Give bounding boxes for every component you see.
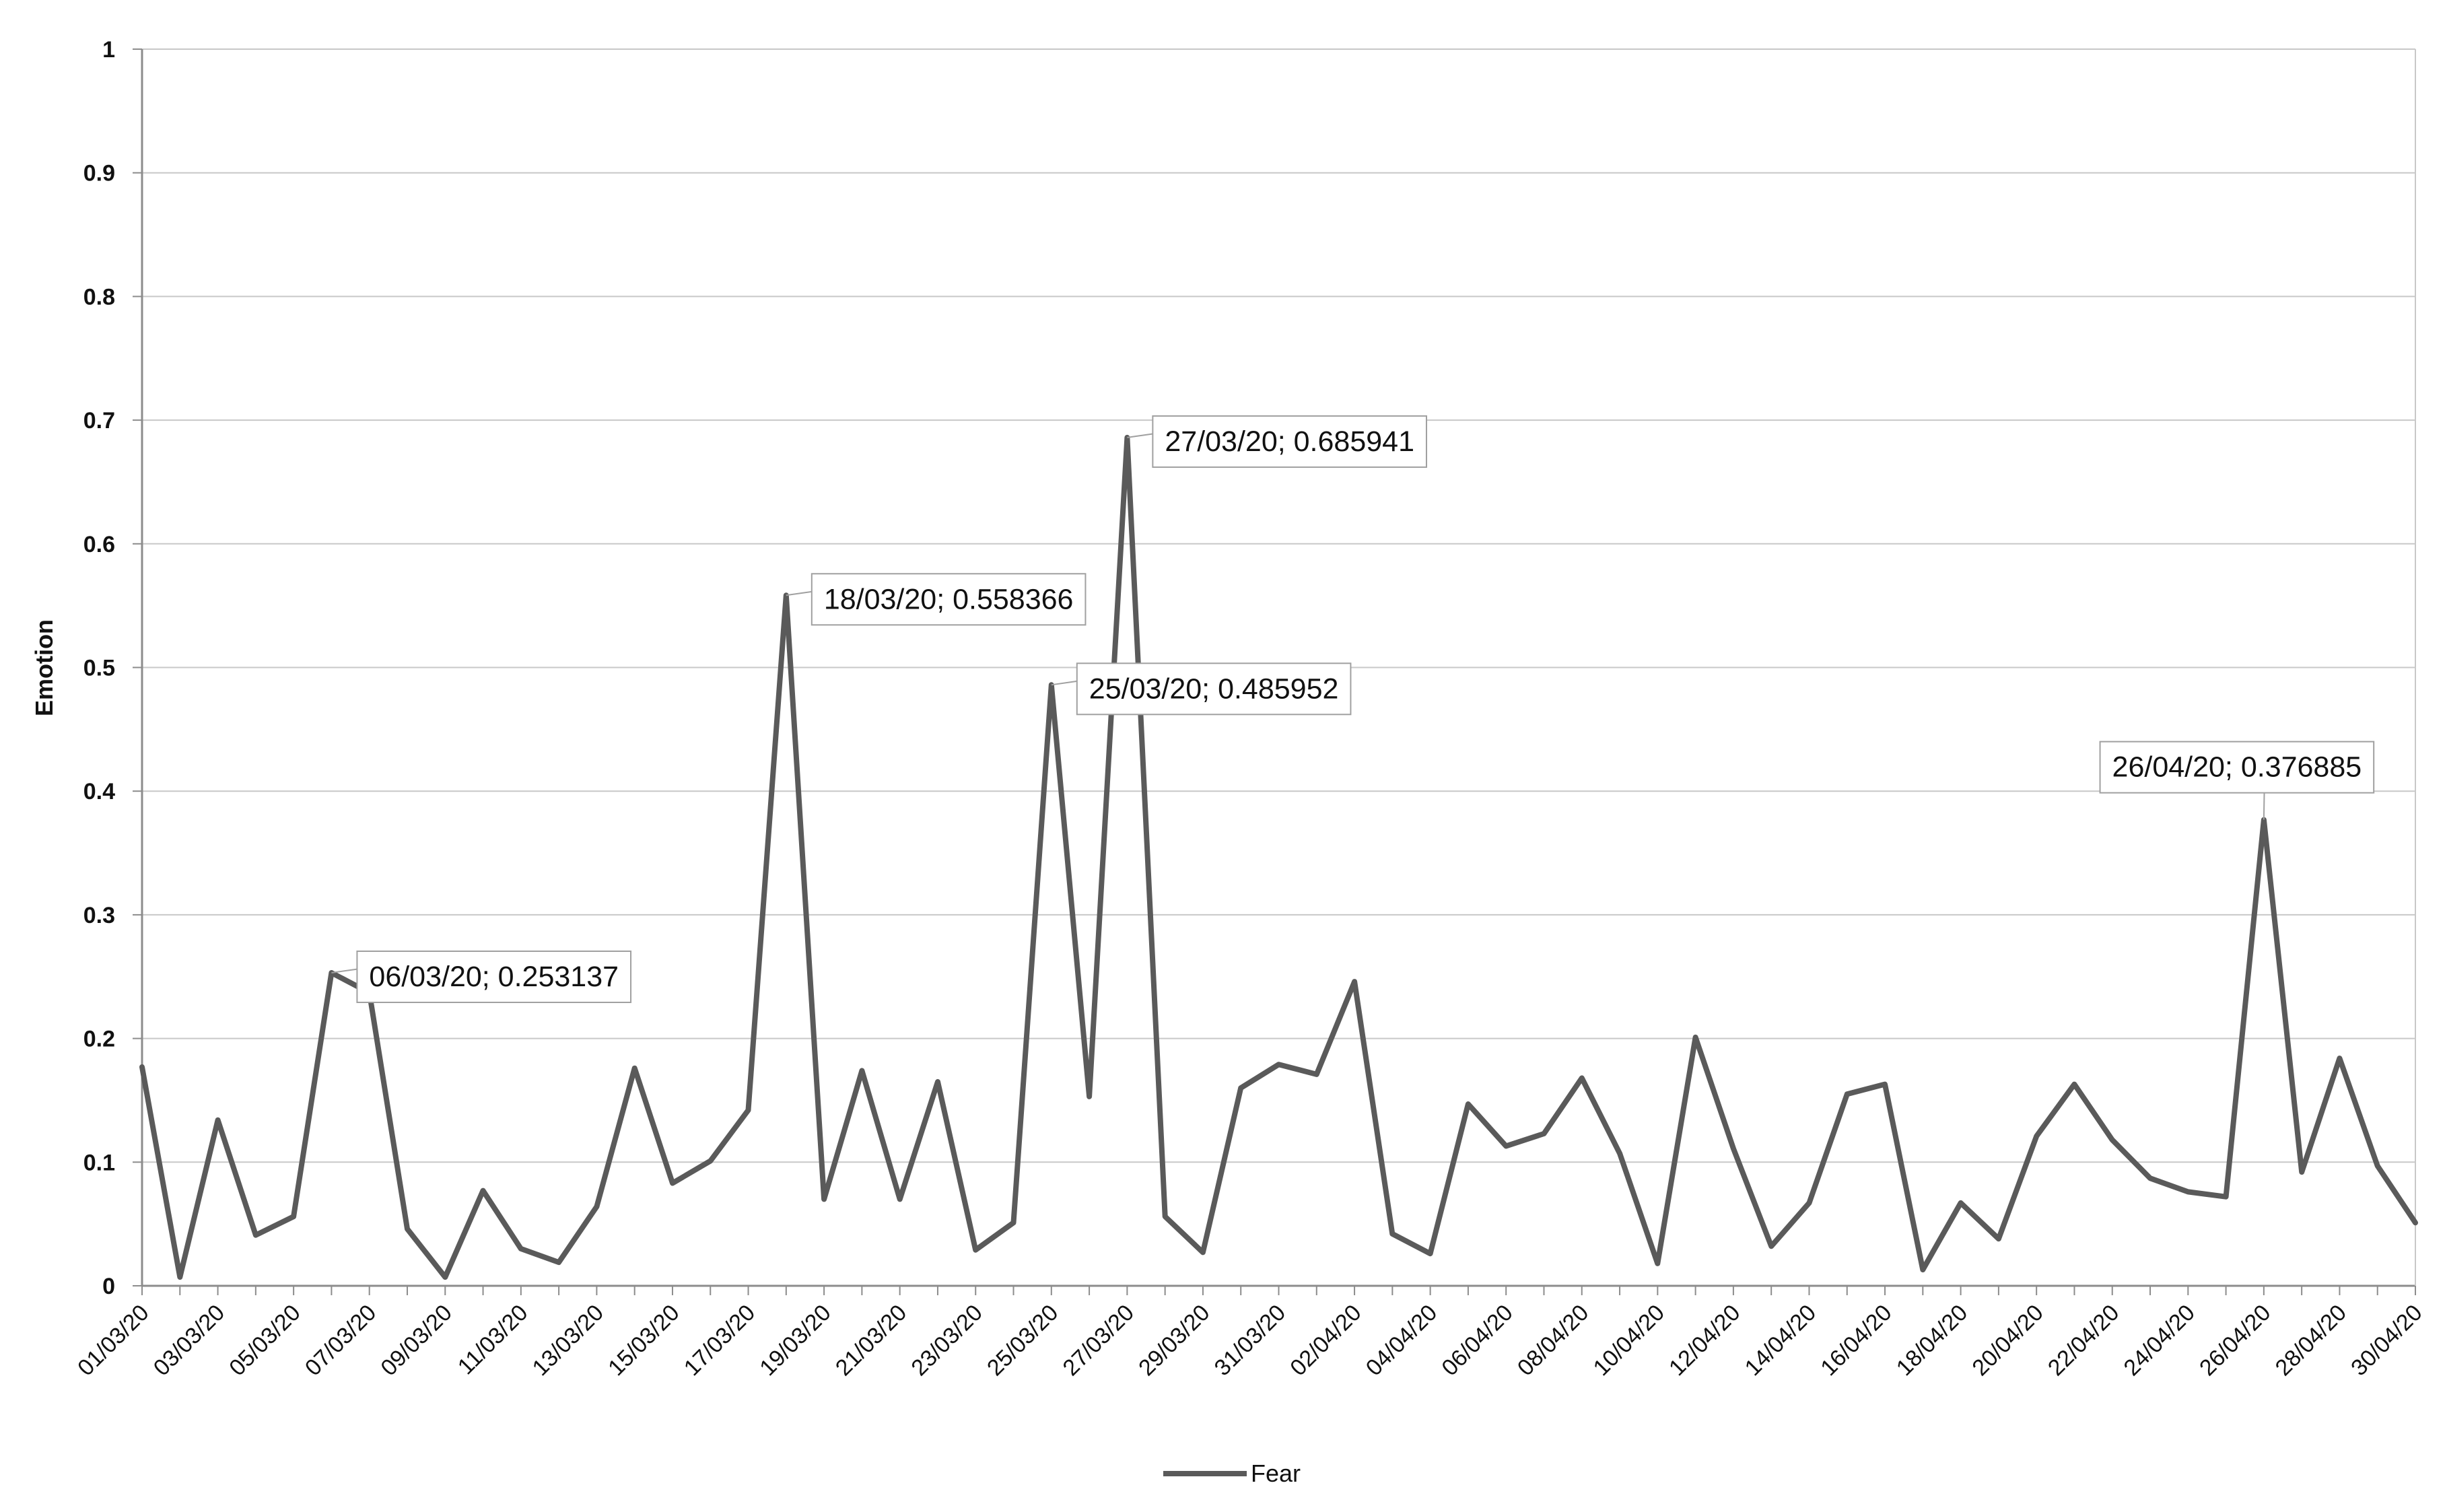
- x-tick-label: 09/03/20: [376, 1300, 456, 1381]
- annotation-label: 26/04/20; 0.376885: [2112, 751, 2362, 784]
- y-tick-label: 0.3: [83, 903, 115, 928]
- x-tick-label: 31/03/20: [1210, 1300, 1290, 1381]
- annotation-callout: 25/03/20; 0.485952: [1052, 663, 1351, 714]
- y-tick-label: 0.8: [83, 284, 115, 310]
- x-tick-label: 02/04/20: [1285, 1300, 1366, 1381]
- x-tick-label: 11/03/20: [453, 1300, 533, 1380]
- x-tick-label: 25/03/20: [982, 1300, 1063, 1381]
- x-tick-label: 27/03/20: [1058, 1300, 1139, 1381]
- y-tick-label: 0.7: [83, 408, 115, 434]
- annotation-leader: [1127, 434, 1152, 438]
- annotation-label: 18/03/20; 0.558366: [824, 583, 1074, 615]
- y-tick-label: 0.2: [83, 1027, 115, 1052]
- x-tick-label: 26/04/20: [2195, 1300, 2275, 1381]
- x-tick-label: 01/03/20: [73, 1300, 153, 1381]
- x-tick-label: 22/04/20: [2043, 1300, 2124, 1381]
- annotation-leader: [1052, 681, 1077, 685]
- x-tick-label: 18/04/20: [1892, 1300, 1972, 1381]
- x-tick-label: 13/03/20: [528, 1300, 609, 1381]
- x-tick-label: 05/03/20: [224, 1300, 305, 1381]
- annotation-label: 06/03/20; 0.253137: [369, 961, 619, 993]
- x-tick-label: 16/04/20: [1816, 1300, 1896, 1381]
- series-line-fear: [142, 438, 2415, 1277]
- y-tick-label: 0.5: [83, 656, 115, 681]
- x-tick-label: 30/04/20: [2346, 1300, 2427, 1381]
- series-layer: [142, 438, 2415, 1277]
- x-tick-label: 28/04/20: [2271, 1300, 2351, 1381]
- y-tick-label: 0.1: [83, 1150, 115, 1175]
- x-tick-label: 04/04/20: [1361, 1300, 1442, 1381]
- x-tick-label: 10/04/20: [1589, 1300, 1669, 1381]
- x-tick-label: 24/04/20: [2119, 1300, 2199, 1381]
- x-tick-label: 08/04/20: [1513, 1300, 1593, 1381]
- y-tick-label: 0.4: [83, 779, 115, 804]
- y-tick-label: 0.9: [83, 161, 115, 186]
- x-tick-label: 15/03/20: [603, 1300, 684, 1381]
- x-tick-label: 07/03/20: [300, 1300, 381, 1381]
- legend-label-fear: Fear: [1251, 1459, 1301, 1487]
- x-tick-label: 20/04/20: [1967, 1300, 2048, 1381]
- x-tick-label: 29/03/20: [1134, 1300, 1214, 1381]
- annotation-leader: [2264, 793, 2265, 820]
- annotation-callout: 18/03/20; 0.558366: [786, 574, 1086, 625]
- annotation-callout: 27/03/20; 0.685941: [1127, 416, 1426, 467]
- y-tick-label: 0.6: [83, 532, 115, 557]
- y-tick-label: 0: [102, 1274, 115, 1299]
- x-tick-label: 17/03/20: [679, 1300, 760, 1381]
- x-tick-label: 19/03/20: [755, 1300, 835, 1381]
- annotation-label: 25/03/20; 0.485952: [1089, 673, 1339, 705]
- annotation-label: 27/03/20; 0.685941: [1165, 425, 1414, 458]
- y-axis-title: Emotion: [30, 619, 58, 716]
- y-tick-label: 1: [102, 37, 115, 63]
- x-tick-label: 14/04/20: [1740, 1300, 1821, 1381]
- annotation-leader: [331, 969, 357, 973]
- annotation-callout: 26/04/20; 0.376885: [2100, 742, 2374, 820]
- legend: Fear: [1163, 1459, 1301, 1487]
- x-tick-label: 21/03/20: [831, 1300, 911, 1381]
- annotation-leader: [786, 592, 812, 595]
- x-tick-label: 03/03/20: [149, 1300, 230, 1381]
- x-tick-label: 23/03/20: [906, 1300, 987, 1381]
- x-tick-label: 12/04/20: [1664, 1300, 1745, 1381]
- annotation-callout: 06/03/20; 0.253137: [331, 951, 631, 1002]
- x-tick-label: 06/04/20: [1437, 1300, 1517, 1381]
